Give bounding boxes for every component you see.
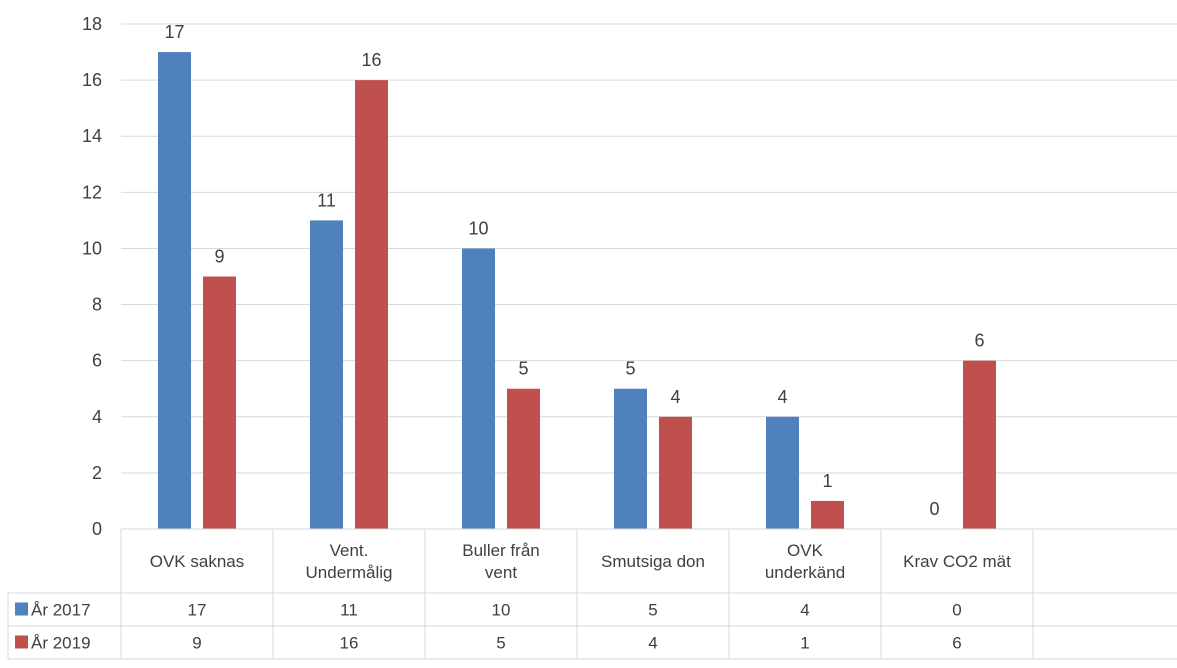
bar-series1 bbox=[310, 220, 343, 529]
y-tick-label: 18 bbox=[82, 14, 102, 34]
data-label: 17 bbox=[164, 22, 184, 42]
table-cell: 4 bbox=[648, 634, 657, 653]
table-cell: 9 bbox=[192, 634, 201, 653]
bar-series1 bbox=[158, 52, 191, 530]
table-cell: 17 bbox=[188, 601, 207, 620]
bar-series1 bbox=[462, 248, 495, 529]
y-tick-label: 10 bbox=[82, 238, 102, 258]
data-label: 11 bbox=[317, 190, 336, 210]
data-label: 10 bbox=[468, 218, 488, 238]
category-label: Krav CO2 mät bbox=[903, 552, 1011, 571]
table-cell: 4 bbox=[800, 601, 809, 620]
data-label: 4 bbox=[777, 387, 787, 407]
table-cell: 5 bbox=[648, 601, 657, 620]
data-label: 4 bbox=[670, 387, 680, 407]
y-tick-label: 12 bbox=[82, 182, 102, 202]
category-label: Vent. bbox=[330, 541, 369, 560]
bar-series1 bbox=[766, 416, 799, 529]
bar-series1 bbox=[614, 388, 647, 529]
y-tick-label: 8 bbox=[92, 295, 102, 315]
category-label: Smutsiga don bbox=[601, 552, 705, 571]
data-label: 1 bbox=[822, 471, 832, 491]
bar-series2 bbox=[963, 360, 996, 529]
y-tick-label: 16 bbox=[82, 70, 102, 90]
table-cell: 16 bbox=[340, 634, 359, 653]
data-label: 5 bbox=[518, 359, 528, 379]
bar-series2 bbox=[507, 388, 540, 529]
data-label: 0 bbox=[929, 499, 939, 519]
table-cell: 5 bbox=[496, 634, 505, 653]
bar-series2 bbox=[659, 416, 692, 529]
category-label: OVK bbox=[787, 541, 824, 560]
category-label: underkänd bbox=[765, 563, 845, 582]
y-tick-label: 0 bbox=[92, 519, 102, 539]
category-label: Undermålig bbox=[306, 563, 393, 582]
y-tick-label: 14 bbox=[82, 126, 102, 146]
category-label: OVK saknas bbox=[150, 552, 245, 571]
table-cell: 11 bbox=[340, 601, 358, 620]
category-label: Buller från bbox=[462, 541, 539, 560]
data-label: 16 bbox=[361, 50, 381, 70]
category-label: vent bbox=[485, 563, 517, 582]
data-label: 6 bbox=[974, 331, 984, 351]
bar-series2 bbox=[811, 500, 844, 529]
legend-key-series1 bbox=[15, 602, 28, 616]
y-tick-label: 2 bbox=[92, 463, 102, 483]
legend-label: År 2017 bbox=[31, 601, 91, 620]
bar-series2 bbox=[355, 80, 388, 529]
table-cell: 0 bbox=[952, 601, 961, 620]
y-tick-label: 6 bbox=[92, 351, 102, 371]
data-label: 9 bbox=[214, 247, 224, 267]
legend-key-series2 bbox=[15, 635, 28, 649]
bar-series2 bbox=[203, 276, 236, 529]
table-cell: 6 bbox=[952, 634, 961, 653]
table-cell: 1 bbox=[800, 634, 809, 653]
table-cell: 10 bbox=[492, 601, 511, 620]
data-label: 5 bbox=[625, 359, 635, 379]
y-tick-label: 4 bbox=[92, 407, 102, 427]
legend-label: År 2019 bbox=[31, 634, 91, 653]
